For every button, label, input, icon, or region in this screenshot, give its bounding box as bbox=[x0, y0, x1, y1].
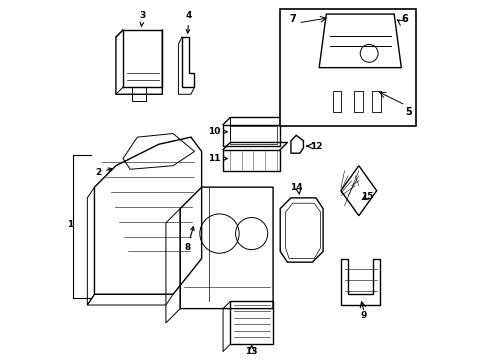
Text: 4: 4 bbox=[185, 11, 192, 33]
Text: 6: 6 bbox=[401, 14, 408, 24]
Text: 5: 5 bbox=[405, 107, 411, 117]
Bar bbox=[230, 126, 276, 144]
Text: 13: 13 bbox=[245, 347, 257, 356]
Text: 14: 14 bbox=[289, 183, 302, 192]
Bar bbox=[353, 91, 362, 112]
Text: 10: 10 bbox=[207, 127, 227, 136]
Bar bbox=[332, 91, 341, 112]
Text: 15: 15 bbox=[361, 192, 373, 201]
Bar bbox=[280, 9, 415, 126]
Text: 9: 9 bbox=[360, 311, 366, 320]
Text: 2: 2 bbox=[95, 168, 112, 177]
Text: 8: 8 bbox=[184, 227, 194, 252]
Bar bbox=[132, 87, 146, 102]
Text: 7: 7 bbox=[289, 14, 296, 24]
Text: 3: 3 bbox=[139, 11, 145, 26]
Bar bbox=[371, 91, 380, 112]
Text: 12: 12 bbox=[309, 141, 322, 150]
Text: 11: 11 bbox=[207, 154, 227, 163]
Text: 1: 1 bbox=[67, 220, 73, 229]
